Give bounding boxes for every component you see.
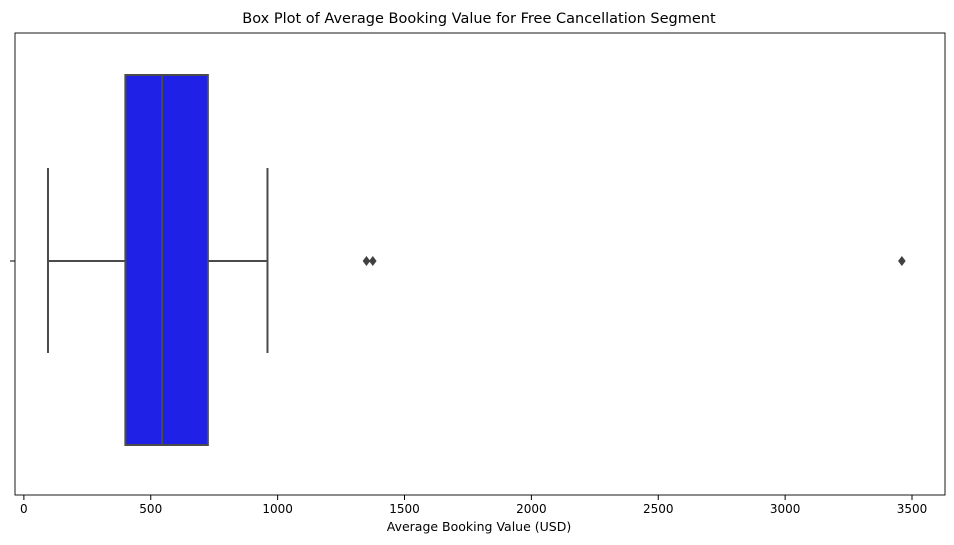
x-tick-label: 0 xyxy=(20,502,28,516)
outlier-point xyxy=(368,256,377,266)
outlier-point xyxy=(898,256,906,266)
x-axis-label: Average Booking Value (USD) xyxy=(387,519,571,534)
box-iqr xyxy=(124,74,209,446)
chart-title: Box Plot of Average Booking Value for Fr… xyxy=(242,11,716,27)
x-tick-label: 500 xyxy=(139,502,162,516)
x-axis: 0 500 1000 1500 2000 2500 3000 3500 xyxy=(10,260,928,516)
plot-frame xyxy=(14,32,946,496)
plot-area xyxy=(46,74,906,446)
x-tick-label: 3000 xyxy=(770,502,801,516)
outlier-point xyxy=(362,256,371,266)
x-tick-label: 1000 xyxy=(262,502,293,516)
x-tick-label: 1500 xyxy=(389,502,420,516)
x-tick-label: 3500 xyxy=(897,502,928,516)
x-tick-label: 2500 xyxy=(643,502,674,516)
x-tick-label: 2000 xyxy=(516,502,547,516)
